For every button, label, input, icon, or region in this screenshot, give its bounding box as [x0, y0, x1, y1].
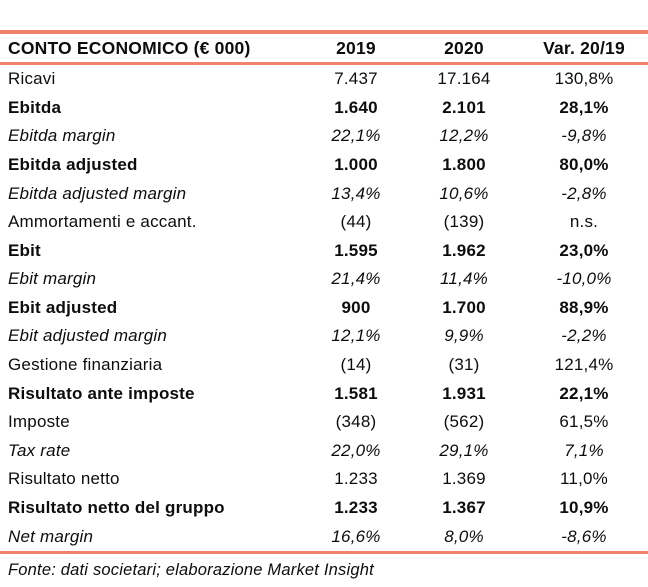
table-row: Risultato ante imposte 1.581 1.931 22,1%	[0, 379, 648, 408]
row-label: Risultato netto del gruppo	[8, 497, 225, 517]
table-row: Ricavi 7.437 17.164 130,8%	[0, 65, 648, 94]
table-row: Gestione finanziaria (14) (31) 121,4%	[0, 351, 648, 380]
cell-var-20-19: 23,0%	[559, 240, 609, 260]
row-label: Net margin	[8, 526, 94, 546]
table-header-row: CONTO ECONOMICO (€ 000) 2019 2020 Var. 2…	[0, 34, 648, 62]
cell-var-20-19: 61,5%	[559, 412, 609, 432]
table-title: CONTO ECONOMICO (€ 000)	[8, 37, 251, 58]
cell-2019: 1.595	[334, 240, 378, 260]
table-row: Ebit adjusted margin 12,1% 9,9% -2,2%	[0, 322, 648, 351]
cell-2019: 12,1%	[331, 326, 381, 346]
row-label: Ebit adjusted	[8, 297, 118, 317]
row-label: Ricavi	[8, 69, 56, 89]
cell-var-20-19: -2,2%	[561, 326, 607, 346]
top-divider	[0, 30, 648, 34]
row-label: Ebit adjusted margin	[8, 326, 167, 346]
row-label: Ebitda adjusted margin	[8, 183, 187, 203]
column-header-var-20-19: Var. 20/19	[543, 37, 625, 58]
cell-var-20-19: -8,6%	[561, 526, 607, 546]
cell-2020: (139)	[443, 212, 485, 232]
cell-2019: 13,4%	[331, 183, 381, 203]
cell-2020: 1.962	[442, 240, 486, 260]
cell-var-20-19: 28,1%	[559, 97, 609, 117]
cell-var-20-19: 11,0%	[560, 469, 608, 489]
row-label: Ammortamenti e accant.	[8, 212, 197, 232]
cell-2019: (348)	[335, 412, 377, 432]
table-row: Ebit margin 21,4% 11,4% -10,0%	[0, 265, 648, 294]
cell-2019: (14)	[340, 355, 372, 375]
cell-2020: 17.164	[437, 69, 491, 89]
table-row: Ebitda margin 22,1% 12,2% -9,8%	[0, 122, 648, 151]
cell-2019: (44)	[340, 212, 372, 232]
table-row: Ebitda adjusted margin 13,4% 10,6% -2,8%	[0, 179, 648, 208]
table-row: Ammortamenti e accant. (44) (139) n.s.	[0, 208, 648, 237]
source-note: Fonte: dati societari; elaborazione Mark…	[8, 560, 374, 579]
cell-2020: 11,4%	[440, 269, 488, 289]
table-row: Imposte (348) (562) 61,5%	[0, 408, 648, 437]
cell-2020: (562)	[443, 412, 485, 432]
table-row: Tax rate 22,0% 29,1% 7,1%	[0, 437, 648, 466]
cell-2020: 29,1%	[439, 440, 489, 460]
header-divider	[0, 62, 648, 65]
cell-2020: 1.367	[442, 497, 486, 517]
cell-2020: 2.101	[442, 97, 486, 117]
row-label: Ebitda margin	[8, 126, 116, 146]
cell-2020: 9,9%	[444, 326, 484, 346]
cell-2019: 1.233	[334, 497, 378, 517]
cell-2019: 22,0%	[331, 440, 381, 460]
cell-2020: 10,6%	[439, 183, 489, 203]
table-row: Ebitda adjusted 1.000 1.800 80,0%	[0, 151, 648, 180]
table-row: Net margin 16,6% 8,0% -8,6%	[0, 522, 648, 551]
row-label: Ebitda	[8, 97, 62, 117]
table-row: Ebitda 1.640 2.101 28,1%	[0, 94, 648, 123]
row-label: Ebit	[8, 240, 41, 260]
cell-var-20-19: 88,9%	[559, 297, 609, 317]
cell-var-20-19: 7,1%	[564, 440, 604, 460]
cell-2020: (31)	[448, 355, 480, 375]
row-label: Risultato netto	[8, 469, 120, 489]
table-row: Ebit 1.595 1.962 23,0%	[0, 236, 648, 265]
cell-2019: 1.233	[334, 469, 378, 489]
table-row: Ebit adjusted 900 1.700 88,9%	[0, 294, 648, 323]
cell-var-20-19: -10,0%	[556, 269, 612, 289]
cell-2019: 16,6%	[331, 526, 381, 546]
row-label: Tax rate	[8, 440, 71, 460]
cell-2019: 21,4%	[331, 269, 381, 289]
cell-2020: 1.369	[442, 469, 486, 489]
row-label: Imposte	[8, 412, 70, 432]
table-row: Risultato netto del gruppo 1.233 1.367 10,9…	[0, 494, 648, 523]
cell-2020: 1.700	[442, 297, 486, 317]
cell-var-20-19: 130,8%	[554, 69, 614, 89]
cell-var-20-19: 10,9%	[559, 497, 609, 517]
cell-2019: 1.000	[334, 155, 378, 175]
cell-2019: 22,1%	[331, 126, 381, 146]
row-label: Ebitda adjusted	[8, 155, 138, 175]
column-header-2020: 2020	[444, 37, 484, 58]
cell-2020: 12,2%	[439, 126, 489, 146]
cell-2019: 1.640	[334, 97, 378, 117]
table-row: Risultato netto 1.233 1.369 11,0%	[0, 465, 648, 494]
column-header-2019: 2019	[336, 37, 376, 58]
cell-2019: 7.437	[334, 69, 378, 89]
bottom-divider	[0, 550, 648, 554]
cell-var-20-19: 22,1%	[559, 383, 609, 403]
row-label: Risultato ante imposte	[8, 383, 195, 403]
cell-2020: 8,0%	[444, 526, 484, 546]
row-label: Gestione finanziaria	[8, 355, 163, 375]
cell-var-20-19: 80,0%	[559, 155, 609, 175]
cell-var-20-19: -9,8%	[561, 126, 607, 146]
cell-2019: 1.581	[334, 383, 378, 403]
row-label: Ebit margin	[8, 269, 97, 289]
cell-2020: 1.800	[442, 155, 486, 175]
cell-var-20-19: -2,8%	[561, 183, 607, 203]
cell-2020: 1.931	[442, 383, 486, 403]
cell-2019: 900	[341, 297, 371, 317]
table-body: Ricavi 7.437 17.164 130,8% Ebitda 1.640 2.101 2…	[0, 65, 648, 551]
cell-var-20-19: 121,4%	[554, 355, 614, 375]
cell-var-20-19: n.s.	[569, 212, 599, 232]
